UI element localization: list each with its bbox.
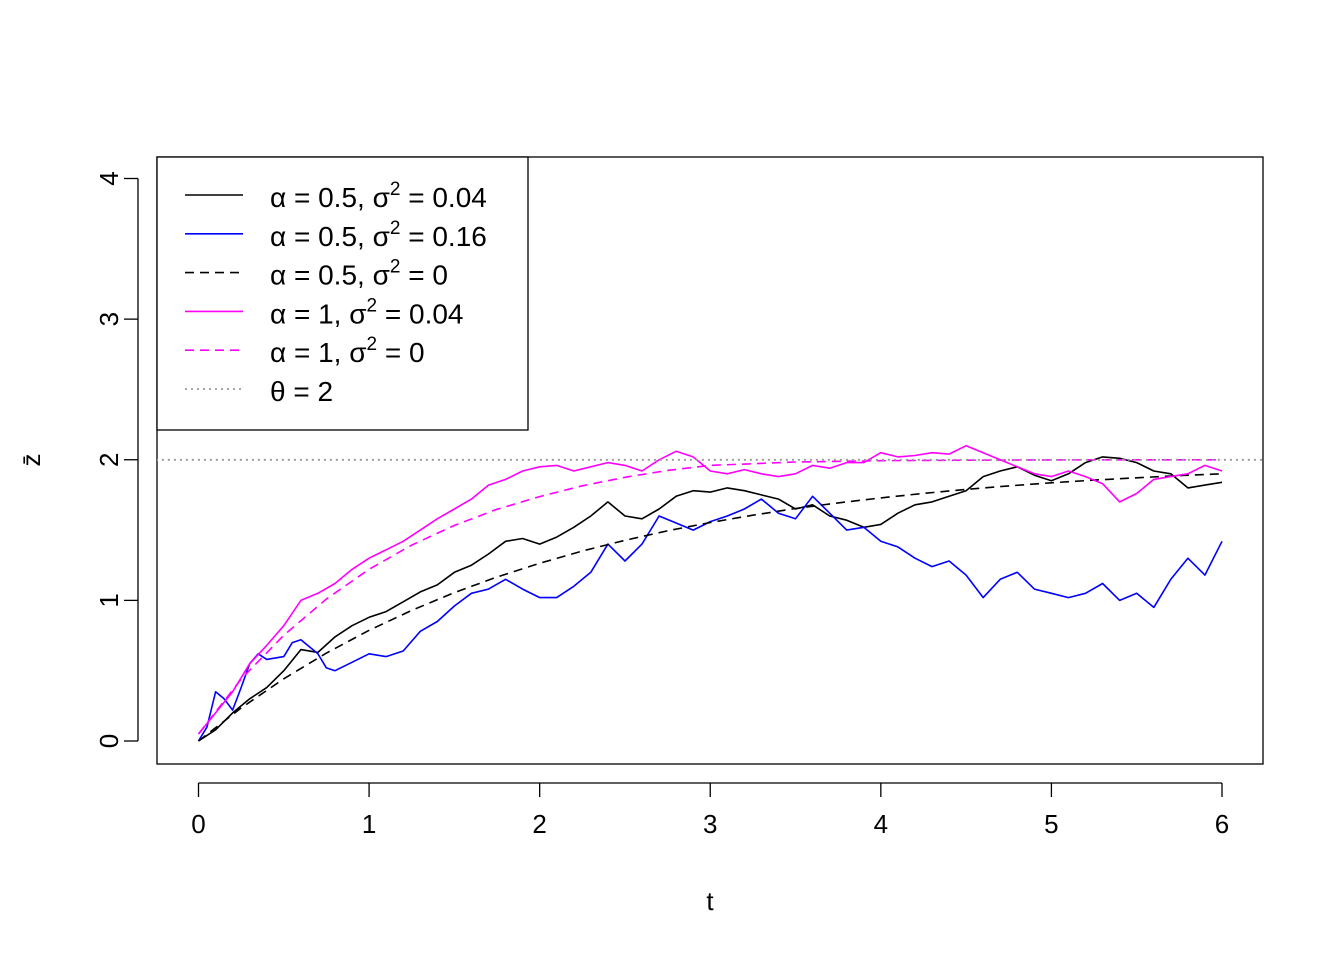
legend-box [156,156,529,431]
y-tick-label: 0 [94,734,124,748]
series-line-2 [197,495,1223,742]
legend-label: α = 0.5, σ2 = 0.04 [270,179,487,213]
y-tick-label: 4 [94,171,124,185]
legend-label: α = 1, σ2 = 0.04 [270,295,464,329]
legend-label: θ = 2 [270,376,333,407]
x-tick-label: 2 [532,809,546,839]
y-tick-label: 1 [94,593,124,607]
series-layer [157,444,1263,742]
x-tick-label: 3 [703,809,717,839]
series-line-5 [197,458,1222,735]
series-line-3 [198,473,1223,742]
legend-label: α = 0.5, σ2 = 0.16 [270,218,487,252]
x-axis-label: t [706,886,714,916]
x-axis: 0 1 2 3 4 5 6 [191,782,1229,839]
x-tick-label: 5 [1044,809,1058,839]
legend-label: α = 1, σ2 = 0 [270,334,425,368]
y-tick-label: 3 [94,312,124,326]
x-tick-label: 6 [1215,809,1229,839]
y-axis-label: z̄ [16,454,46,467]
x-tick-label: 4 [874,809,888,839]
legend-label: α = 0.5, σ2 = 0 [270,257,448,291]
x-tick-label: 0 [191,809,205,839]
x-tick-label: 1 [362,809,376,839]
series-line-1 [198,456,1223,742]
series-line-4 [197,444,1223,735]
y-tick-label: 2 [94,453,124,467]
legend: α = 0.5, σ2 = 0.04 α = 0.5, σ2 = 0.16 α = … [156,156,529,431]
y-axis: 0 1 2 3 4 [94,171,139,748]
